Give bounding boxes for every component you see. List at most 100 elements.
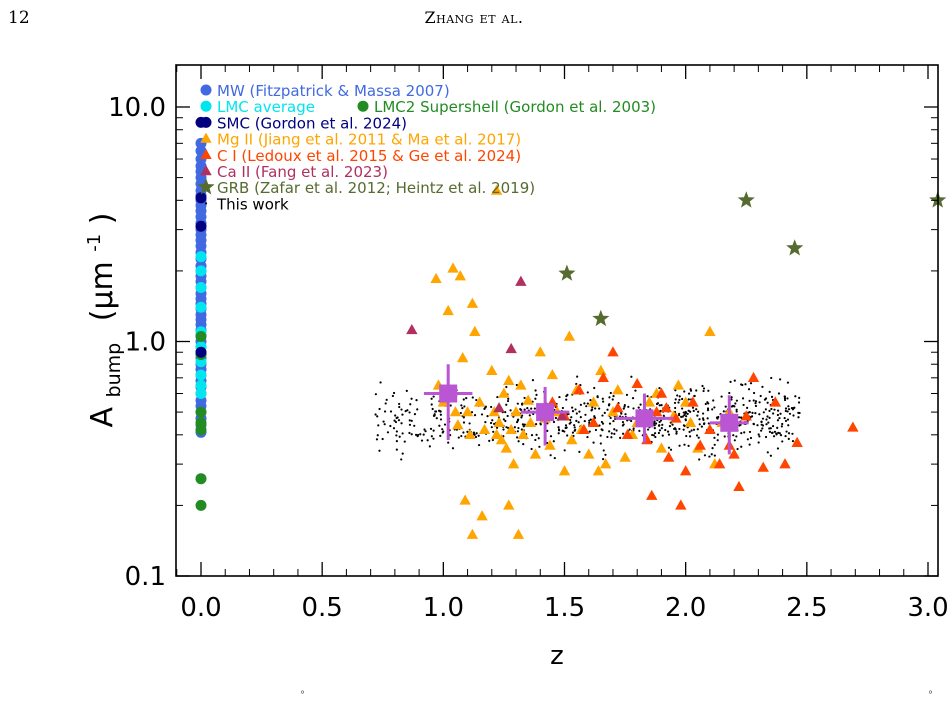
triangle-point — [779, 458, 791, 469]
this-work-point — [391, 394, 394, 398]
this-work-point — [571, 410, 575, 413]
this-work-point — [410, 397, 413, 400]
this-work-point — [764, 435, 768, 439]
this-work-point — [791, 440, 795, 443]
triangle-point — [490, 184, 503, 195]
this-work-point — [513, 426, 516, 429]
this-work-point — [422, 433, 425, 436]
this-work-point — [611, 398, 614, 401]
this-work-point — [769, 454, 772, 457]
this-work-point — [791, 432, 794, 435]
this-work-point — [720, 395, 723, 398]
this-work-point — [484, 406, 487, 409]
this-work-point — [408, 431, 411, 435]
this-work-point — [717, 415, 720, 419]
this-work-point — [374, 413, 377, 416]
triangle-point — [558, 465, 571, 476]
this-work-point — [398, 405, 401, 409]
this-work-point — [711, 447, 714, 450]
this-work-point — [441, 431, 444, 434]
triangle-point — [646, 489, 658, 500]
this-work-point — [741, 383, 744, 387]
triangle-point — [740, 410, 752, 421]
this-work-point — [632, 427, 635, 430]
this-work-point — [658, 429, 662, 432]
this-work-point — [678, 412, 681, 416]
this-work-point — [798, 396, 801, 400]
this-work-point — [757, 433, 760, 436]
this-work-point — [538, 445, 541, 448]
this-work-point — [678, 398, 681, 402]
this-work-point — [462, 431, 465, 434]
this-work-point — [434, 410, 438, 413]
this-work-point — [535, 393, 538, 396]
this-work-point — [701, 412, 705, 415]
this-work-point — [698, 423, 701, 426]
this-work-point — [759, 394, 762, 398]
this-work-point — [744, 383, 747, 386]
this-work-point — [600, 420, 604, 424]
this-work-point — [770, 395, 774, 399]
this-work-point — [781, 440, 784, 443]
this-work-point — [609, 391, 612, 395]
this-work-point — [772, 435, 776, 438]
this-work-point — [530, 447, 533, 451]
triangle-point — [473, 396, 486, 407]
axis-ticks: 0.0 0.5 1.0 1.5 2.0 2.5 3.0 0.1 1.0 10.0 — [108, 65, 948, 623]
this-work-point — [432, 395, 435, 398]
this-work-point — [776, 426, 779, 429]
circle-point — [195, 192, 207, 204]
this-work-point — [760, 420, 763, 423]
this-work-point — [415, 399, 418, 402]
this-work-point — [552, 440, 555, 443]
circle-point — [195, 379, 207, 391]
triangle-point — [663, 451, 675, 462]
this-work-point — [594, 428, 598, 432]
triangle-point — [631, 377, 643, 389]
this-work-point — [690, 429, 693, 432]
this-work-point — [779, 378, 782, 381]
this-work-point — [384, 402, 387, 405]
this-work-point — [749, 382, 753, 385]
this-work-point — [602, 449, 605, 452]
this-work-point — [706, 409, 710, 412]
circle-point — [195, 265, 207, 277]
this-work-point — [489, 421, 493, 425]
this-work-point — [619, 436, 622, 439]
this-work-point — [433, 413, 436, 416]
this-work-point — [729, 380, 732, 384]
this-work-point — [416, 408, 419, 411]
triangle-point — [430, 272, 442, 284]
this-work-point — [573, 429, 576, 432]
this-work-point — [736, 447, 739, 451]
this-work-point — [654, 422, 658, 425]
this-work-point — [430, 403, 433, 406]
this-work-point — [413, 413, 417, 416]
triangle-point — [597, 371, 609, 383]
this-work-point — [662, 414, 665, 417]
this-work-point — [534, 389, 537, 392]
this-work-point — [406, 409, 409, 412]
this-work-point — [376, 415, 379, 418]
this-work-point — [473, 433, 476, 436]
plot-frame — [175, 64, 939, 577]
this-work-point — [408, 419, 411, 422]
triangle-point — [466, 297, 479, 308]
triangle-point — [524, 416, 537, 428]
triangle-point — [493, 416, 505, 428]
this-work-point — [507, 397, 510, 400]
this-work-point — [515, 383, 518, 387]
this-work-point — [674, 398, 677, 401]
this-work-point — [395, 434, 398, 437]
this-work-point — [691, 406, 695, 409]
this-work-point — [754, 402, 757, 405]
this-work-point — [637, 406, 640, 409]
this-work-point — [724, 405, 727, 408]
this-work-point — [395, 440, 398, 443]
this-work-point — [506, 414, 509, 418]
this-work-point — [741, 397, 745, 400]
this-work-point — [522, 425, 525, 428]
this-work-point — [389, 424, 392, 428]
this-work-point — [686, 412, 689, 415]
this-work-point — [786, 418, 790, 421]
